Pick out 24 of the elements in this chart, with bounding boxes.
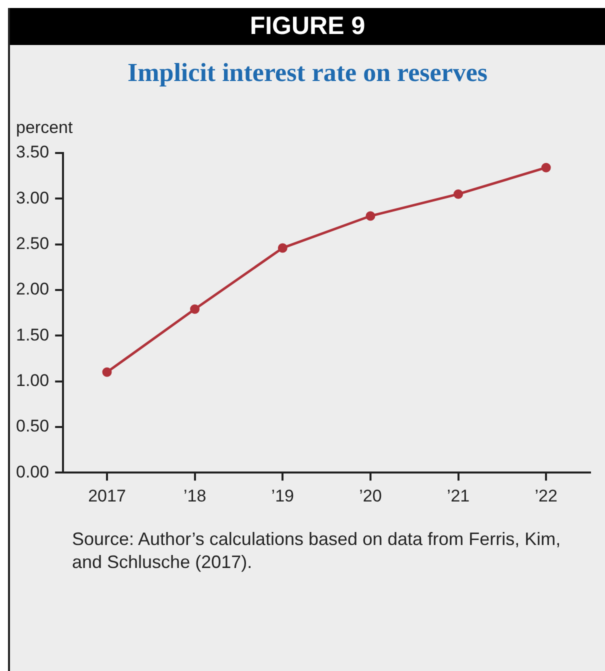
- y-tick-label: 2.00: [16, 280, 50, 299]
- point: [541, 162, 551, 172]
- y-tick-label: 2.50: [16, 234, 50, 253]
- x-tick-label: ’19: [271, 486, 294, 506]
- point: [102, 367, 112, 377]
- x-tick-label: 2017: [88, 486, 126, 506]
- y-tick-label: 0.50: [16, 416, 50, 436]
- point: [190, 304, 200, 314]
- y-axis-title: percent: [16, 118, 73, 137]
- x-tick-label: ’21: [446, 486, 470, 506]
- chart-title: Implicit interest rate on reserves: [126, 58, 489, 88]
- y-tick-label: 1.50: [16, 325, 50, 344]
- caption: FIGURE 9: [10, 8, 605, 45]
- y-tick-label: 1.00: [16, 370, 50, 390]
- x-tick-label: ’22: [534, 486, 558, 506]
- x-tick-label: ’20: [359, 486, 382, 506]
- point: [454, 189, 464, 199]
- source-note: Source: Author’s calculations based on data from Ferris, Kim, and Schlusche (2017).: [72, 528, 562, 574]
- y-tick-label: 3.50: [16, 142, 50, 162]
- x-tick-label: ’18: [183, 486, 206, 506]
- point: [278, 243, 288, 253]
- y-tick-label: 0.00: [16, 462, 50, 482]
- y-tick-label: 3.00: [16, 188, 50, 208]
- point: [366, 211, 376, 221]
